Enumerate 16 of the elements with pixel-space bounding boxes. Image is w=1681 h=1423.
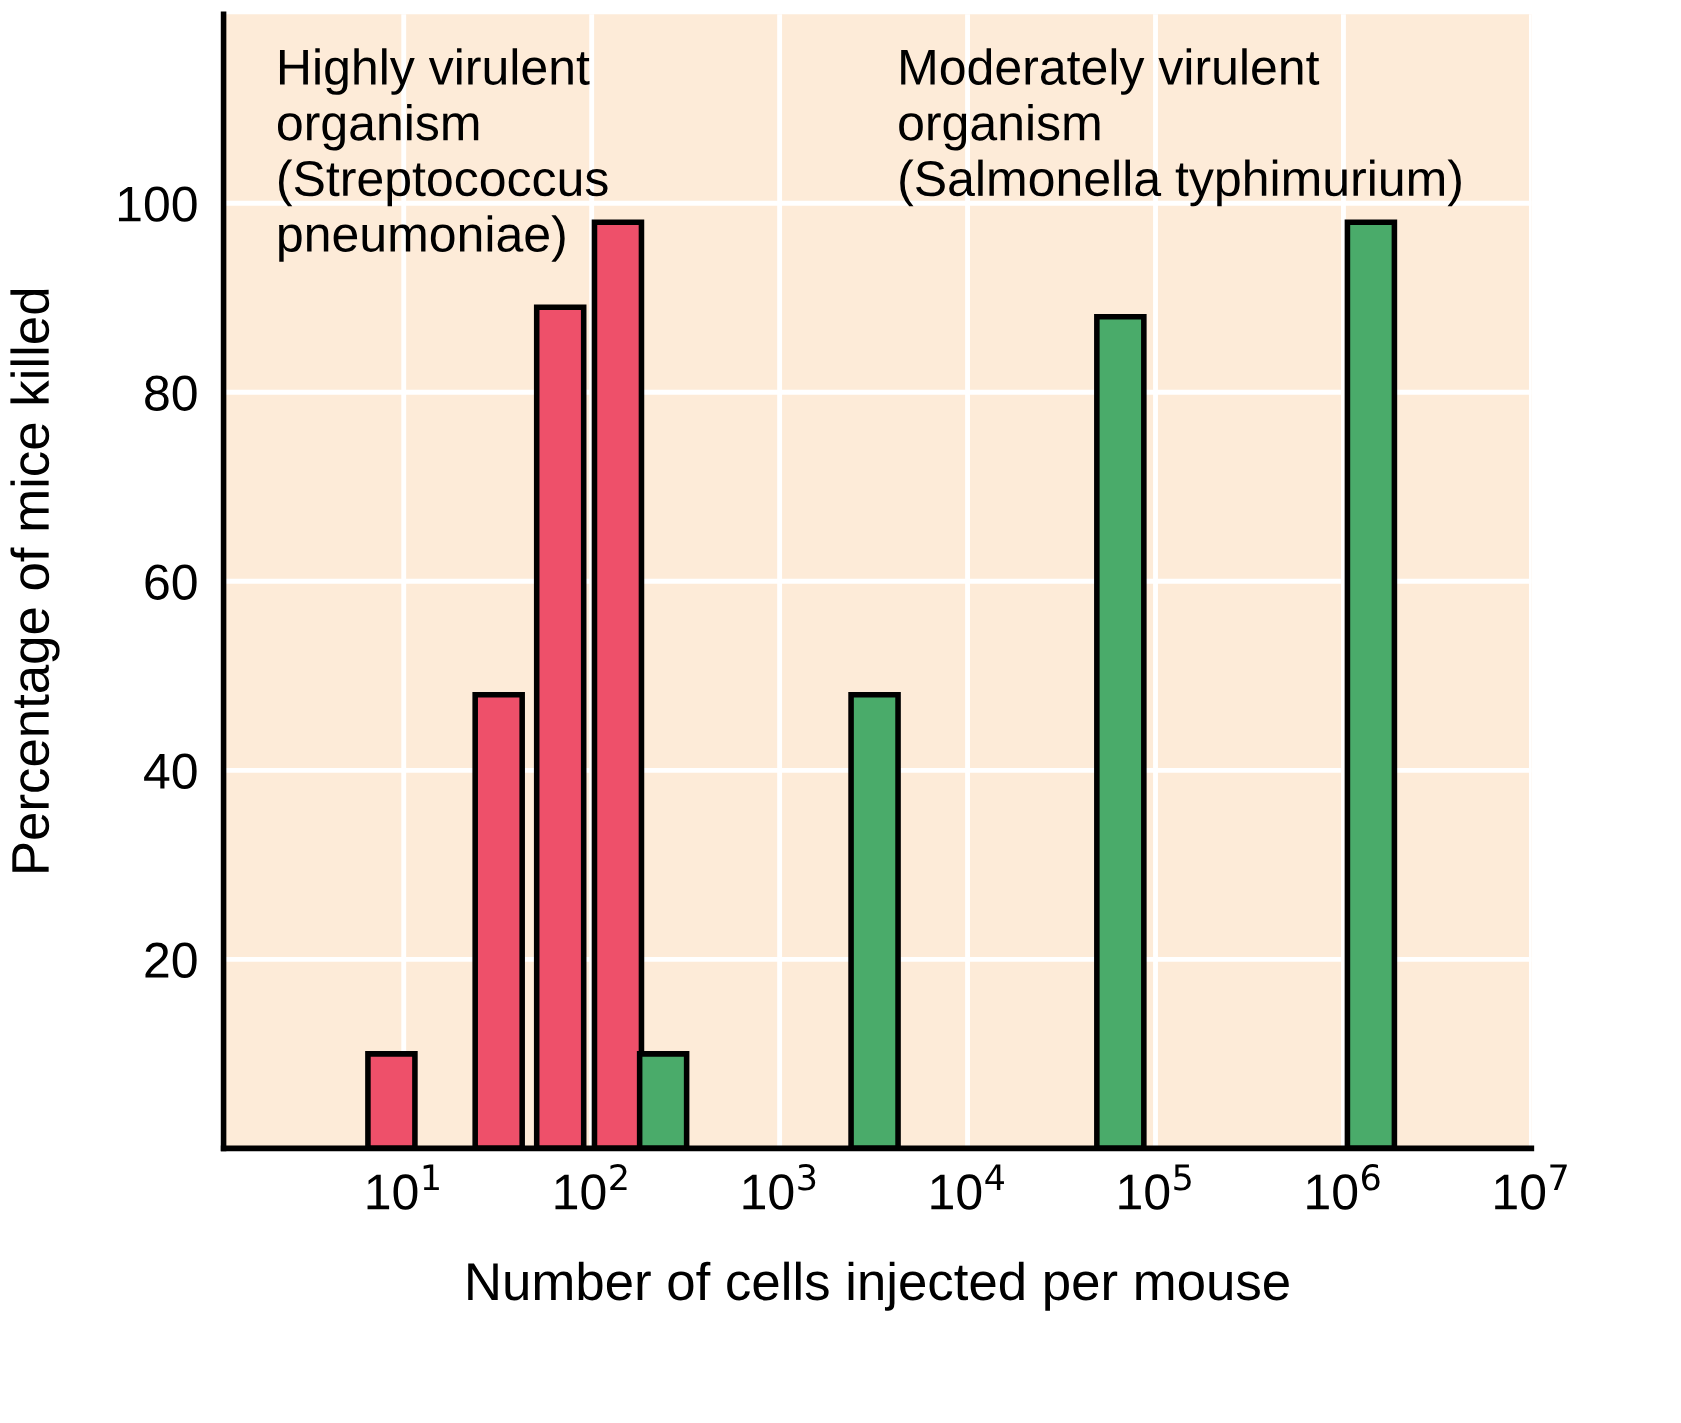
y-axis-title: Percentage of mice killed: [10, 289, 60, 872]
y-tick-label: 20: [145, 942, 197, 978]
x-tick-label: 10$^{1}$: [367, 1164, 439, 1210]
x-axis-title: Number of cells injected per mouse: [468, 1261, 1289, 1311]
y-tick-label: 100: [118, 186, 197, 222]
y-tick-label: 40: [144, 753, 197, 789]
x-tick-label: 10$^{6}$: [1307, 1164, 1380, 1210]
y-tick-label: 80: [145, 375, 197, 411]
series-label: Moderately virulent organism (Salmonella typhimurium): [899, 48, 1461, 207]
x-tick-label: 10$^{7}$: [1495, 1164, 1567, 1210]
y-tick-label: 60: [145, 564, 197, 600]
x-tick-label: 10$^{2}$: [555, 1164, 627, 1210]
x-tick-label: 10$^{4}$: [931, 1164, 1004, 1210]
series-label: Highly virulent organism (Streptococcus pneumoniae): [277, 48, 608, 262]
x-tick-label: 10$^{5}$: [1119, 1164, 1191, 1210]
x-tick-label: 10$^{3}$: [743, 1164, 816, 1210]
